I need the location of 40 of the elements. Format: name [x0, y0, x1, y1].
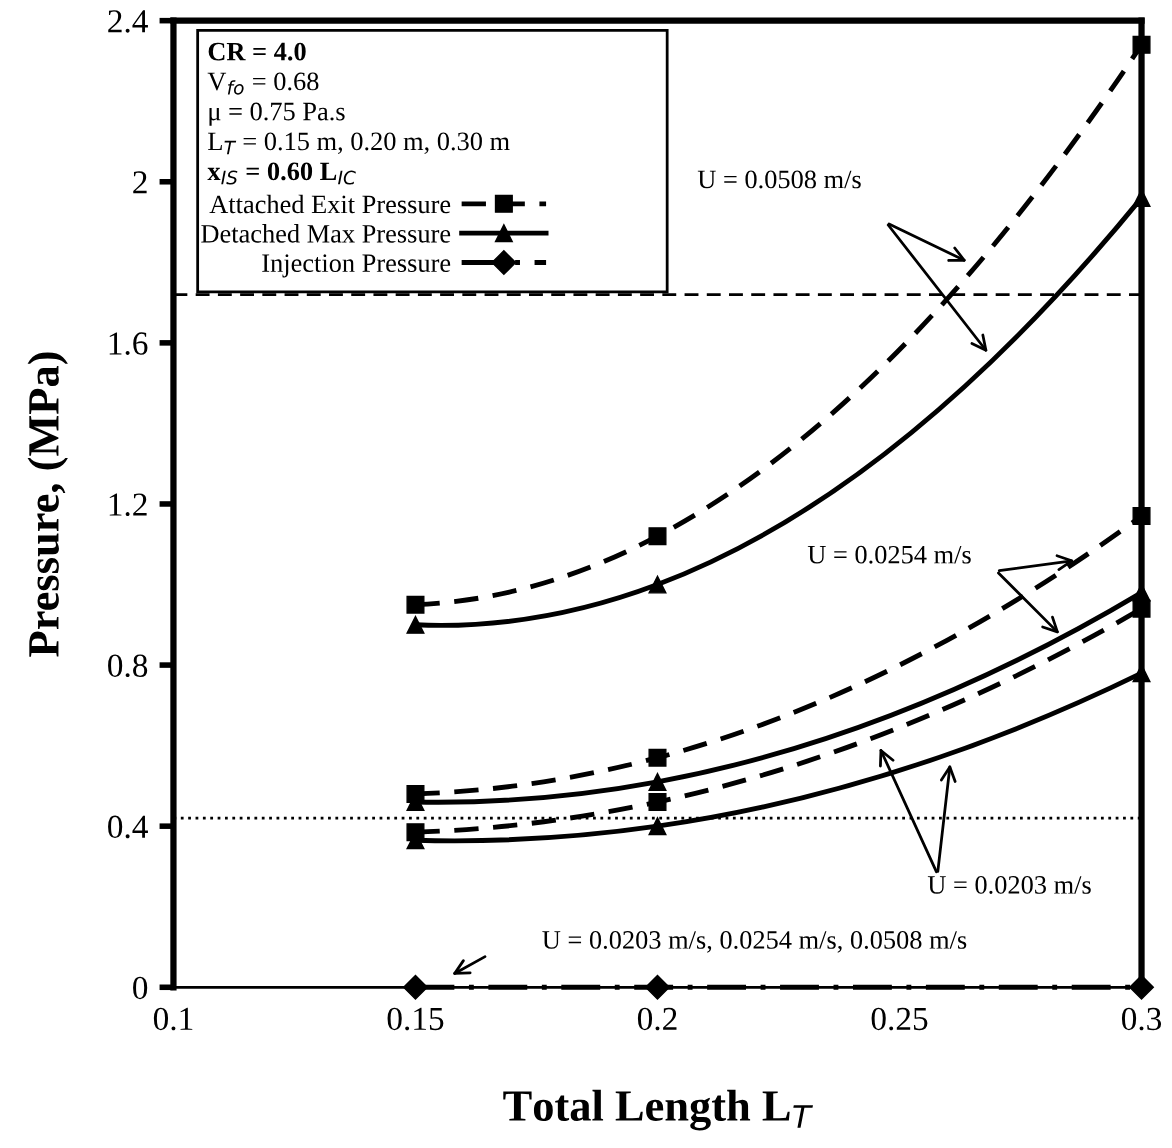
annotation: CR = 4.0 [208, 42, 306, 61]
annotation: L$_{T}$ = 0.15 m, 0.20 m, 0.30 m [208, 132, 510, 155]
point [406, 595, 425, 614]
point [406, 615, 425, 634]
x-tick-label: 0.3 [1121, 1007, 1162, 1031]
y-axis-title: Pressure, (MPa) [27, 352, 68, 657]
point [648, 817, 667, 836]
legend-label: Detached Max Pressure [201, 224, 451, 243]
annotation: x$_{IS}$ = 0.60 L$_{IC}$ [207, 162, 356, 185]
point [645, 974, 670, 1000]
legend-label: Injection Pressure [262, 254, 451, 278]
annotation: U = 0.0203 m/s, 0.0254 m/s, 0.0508 m/s [542, 931, 967, 953]
legend-label: Attached Exit Pressure [209, 194, 451, 214]
x-tick-label: 0.15 [387, 1007, 444, 1031]
point [1132, 599, 1151, 618]
annotation: U = 0.0203 m/s [927, 876, 1091, 894]
annotation: U = 0.0254 m/s [807, 545, 971, 564]
annotation: U = 0.0508 m/s [697, 170, 861, 189]
y-tick-label: 1.6 [109, 332, 148, 355]
y-tick-label: 0.4 [108, 815, 148, 839]
point [648, 575, 667, 594]
y-tick-label: 2 [133, 171, 147, 194]
x-tick-label: 0.1 [153, 1007, 193, 1031]
point [648, 748, 667, 767]
point [402, 974, 428, 1000]
point [648, 792, 667, 812]
y-tick-label: 0 [133, 976, 148, 1000]
y-tick-label: 0.8 [108, 654, 148, 678]
x-tick-label: 0.2 [637, 1007, 677, 1031]
point [1132, 507, 1151, 526]
point [648, 772, 667, 791]
y-tick-label: 1.2 [109, 493, 147, 517]
y-tick-label: 2.4 [108, 10, 148, 33]
annotation: μ = 0.75 Pa.s [209, 102, 345, 126]
point [1132, 35, 1151, 54]
point [1129, 974, 1155, 1000]
x-tick-label: 0.25 [871, 1007, 928, 1031]
x-axis-title: Total Length L$_{T}$ [503, 1089, 813, 1131]
point [648, 527, 667, 546]
annotation: V$_{fo}$ = 0.68 [207, 72, 319, 95]
